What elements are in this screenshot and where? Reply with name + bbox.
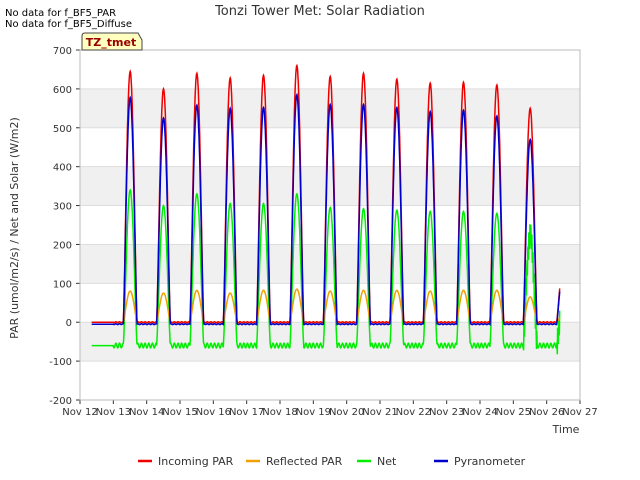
chart-title: Tonzi Tower Met: Solar Radiation: [214, 4, 425, 19]
x-tick-label: Nov 20: [329, 407, 364, 418]
y-tick-label: 700: [53, 46, 72, 57]
legend-label-net: Net: [377, 455, 397, 468]
x-tick-label: Nov 27: [562, 407, 597, 418]
y-tick-label: -100: [49, 357, 72, 368]
background-band: [80, 166, 580, 206]
background-band: [80, 127, 580, 167]
x-tick-label: Nov 14: [129, 407, 164, 418]
y-tick-label: 300: [53, 202, 72, 213]
x-tick-label: Nov 21: [362, 407, 397, 418]
legend-label-incoming-par: Incoming PAR: [158, 455, 234, 468]
y-tick-label: 0: [66, 318, 72, 329]
series-line-net: [91, 188, 561, 355]
series-line-pyranometer: [91, 92, 561, 327]
legend: Incoming PAR Reflected PAR Net Pyranometer: [138, 455, 526, 468]
no-data-note-par: No data for f_BF5_PAR: [5, 8, 117, 19]
legend-label-reflected-par: Reflected PAR: [266, 455, 343, 468]
legend-label-pyranometer: Pyranometer: [454, 455, 526, 468]
y-tick-label: 200: [53, 240, 72, 251]
x-tick-label: Nov 12: [62, 407, 97, 418]
no-data-note-diffuse: No data for f_BF5_Diffuse: [5, 19, 132, 30]
x-tick-label: Nov 13: [96, 407, 131, 418]
y-axis-label: PAR (umol/m2/s) / Net and Solar (W/m2): [8, 117, 21, 339]
background-band: [80, 283, 580, 323]
background-band: [80, 361, 580, 400]
background-band: [80, 322, 580, 362]
y-tick-label: 400: [53, 163, 72, 174]
x-axis-label: Time: [552, 423, 580, 436]
background-band: [80, 244, 580, 284]
y-axis-ticks: -200 -100 0 100 200 300 400 500 600 700: [49, 46, 80, 407]
y-tick-label: 100: [53, 279, 72, 290]
x-tick-label: Nov 15: [162, 407, 197, 418]
x-tick-label: Nov 23: [429, 407, 464, 418]
background-band: [80, 205, 580, 245]
plot-frame: [79, 49, 581, 401]
y-tick-label: -200: [49, 396, 72, 407]
x-tick-label: Nov 18: [262, 407, 297, 418]
x-tick-label: Nov 22: [396, 407, 431, 418]
y-tick-label: 600: [53, 85, 72, 96]
x-tick-label: Nov 19: [296, 407, 331, 418]
x-tick-label: Nov 24: [462, 407, 497, 418]
x-tick-label: Nov 16: [196, 407, 231, 418]
x-tick-label: Nov 26: [529, 407, 564, 418]
series-lines: [91, 63, 561, 355]
y-tick-label: 500: [53, 124, 72, 135]
x-tick-label: Nov 17: [229, 407, 264, 418]
station-tag: TZ_tmet: [81, 32, 143, 51]
station-tag-label: TZ_tmet: [86, 36, 136, 49]
x-tick-label: Nov 25: [496, 407, 531, 418]
